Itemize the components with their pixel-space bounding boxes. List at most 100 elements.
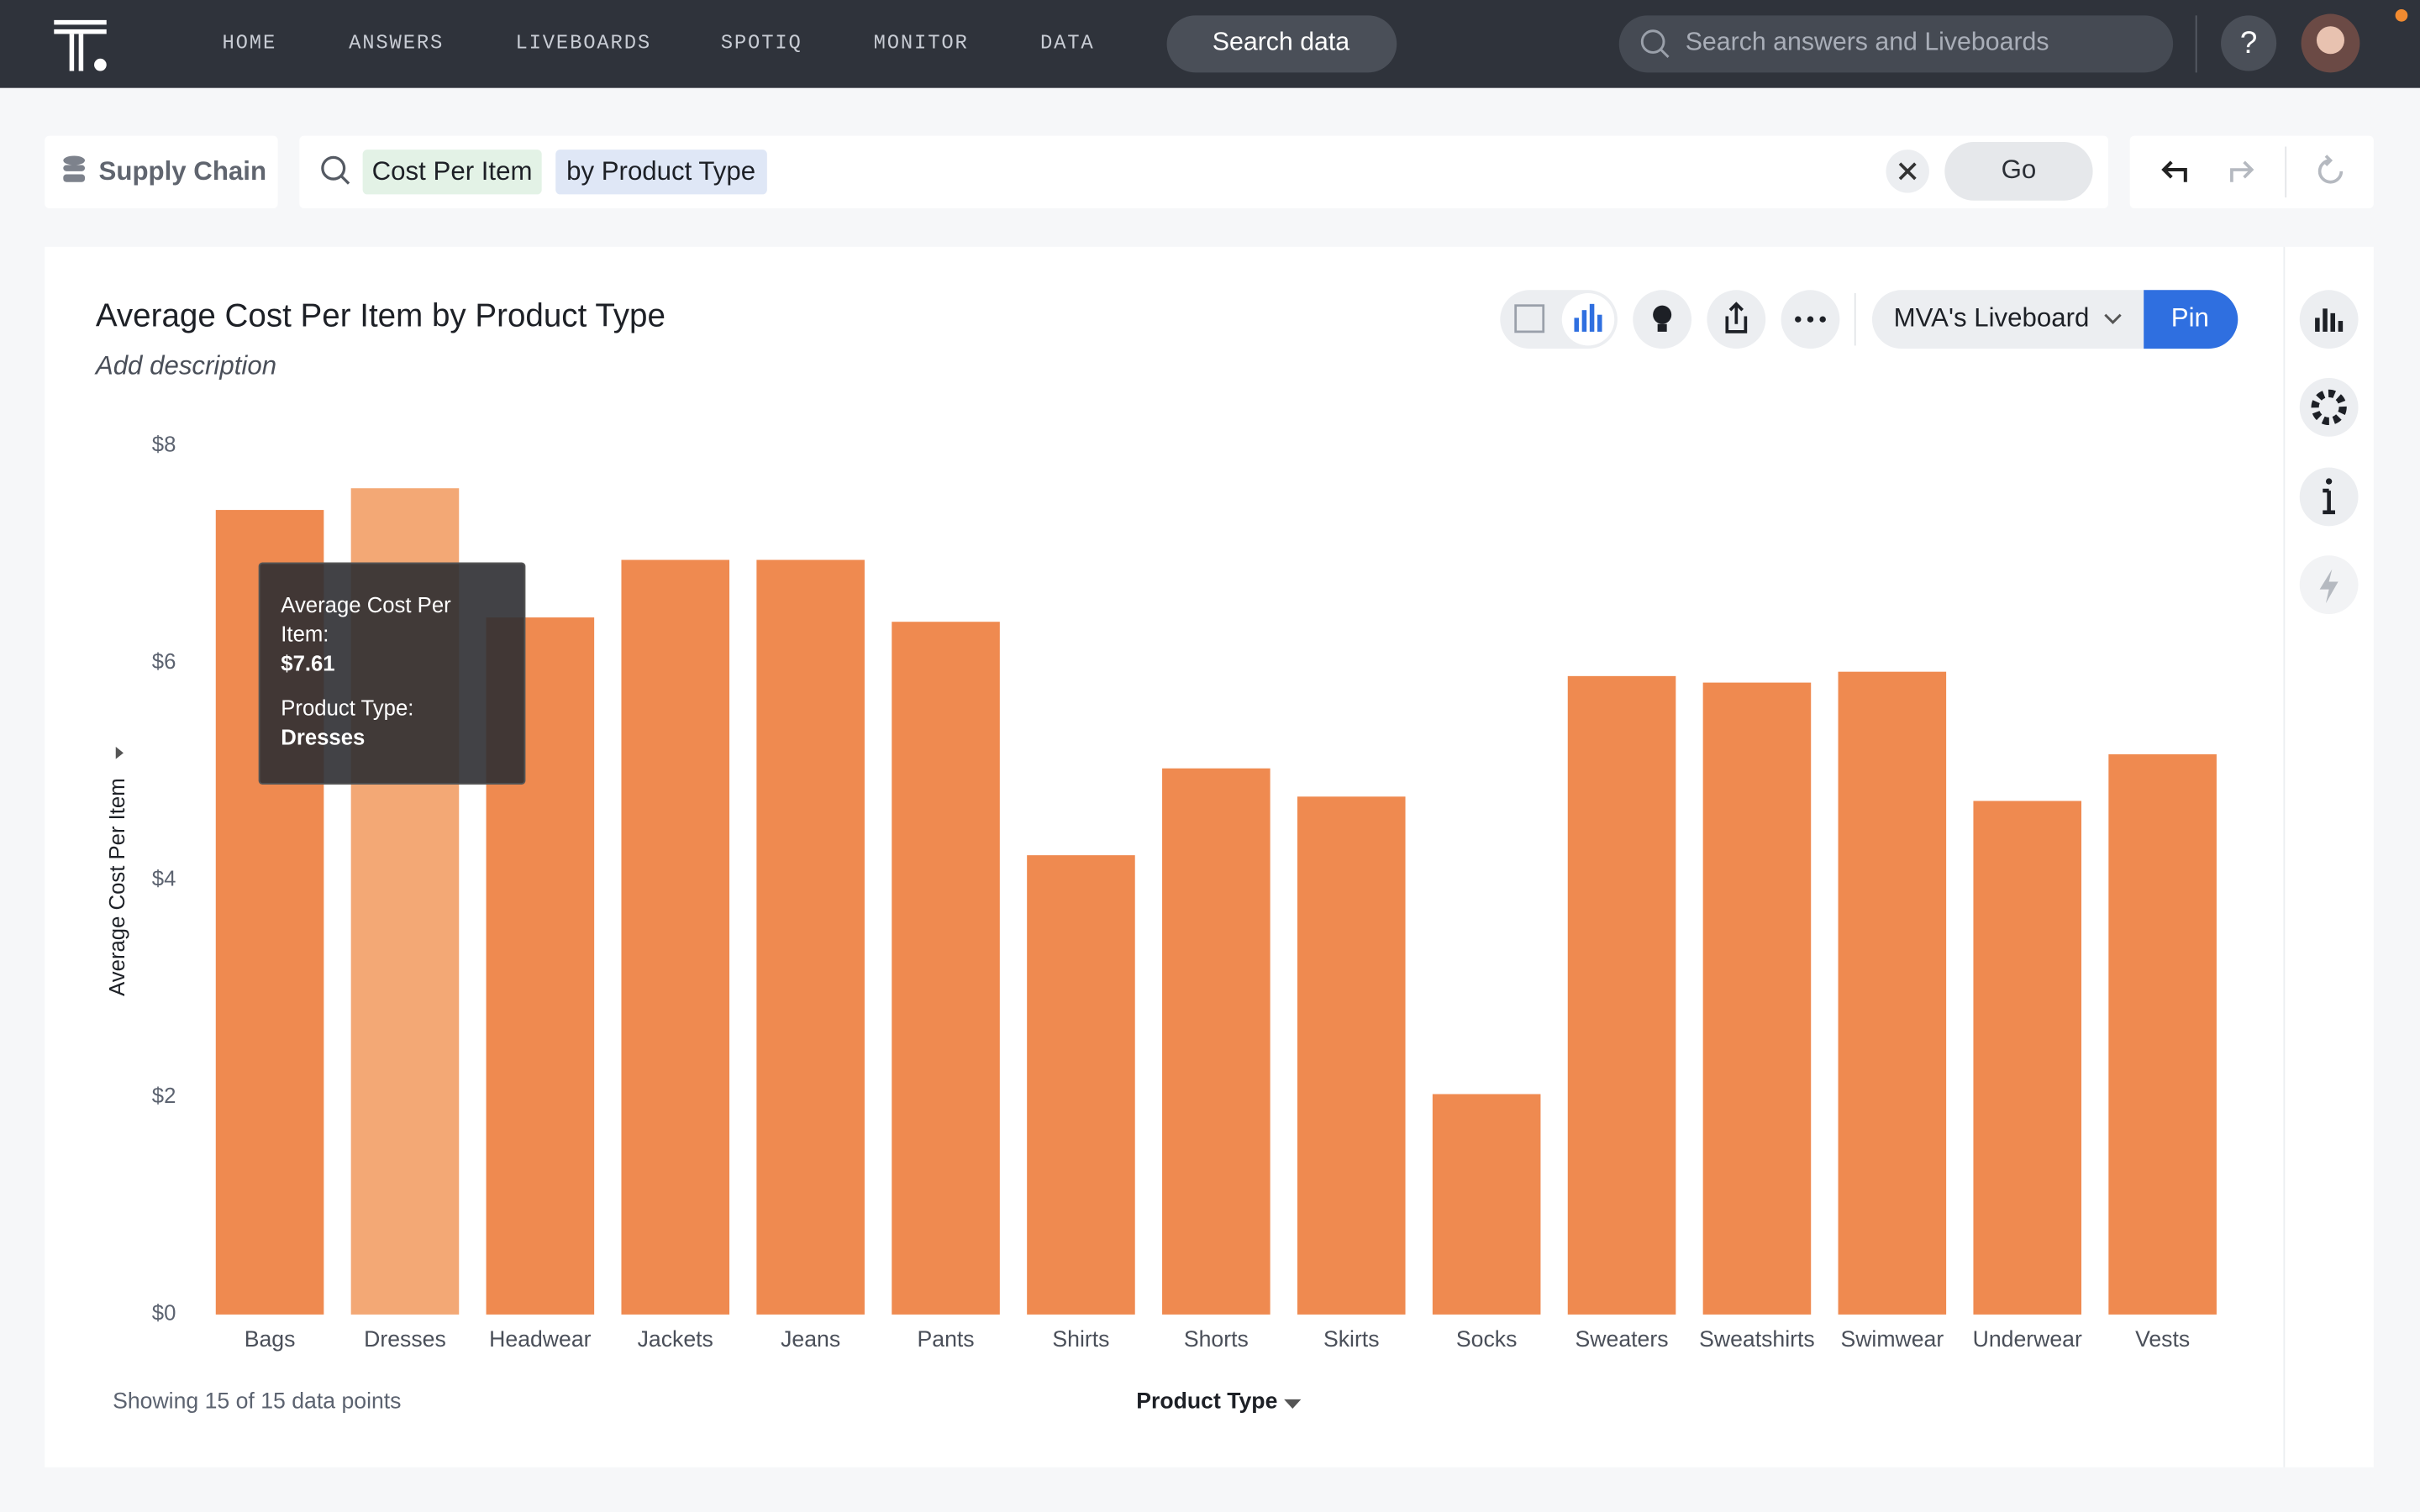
nav-item[interactable]: SPOTIQ [721,33,802,55]
share-icon [1725,302,1748,333]
y-tick-label: $2 [152,1084,176,1108]
x-tick-label: Socks [1456,1326,1518,1352]
tooltip-line: Item: [281,623,329,647]
y-tick-label: $0 [152,1302,176,1326]
table-icon [1514,304,1545,333]
bar [1297,796,1406,1315]
help-button[interactable] [2221,15,2277,71]
nav-item[interactable]: DATA [1040,33,1095,55]
tooltip-box [258,562,526,785]
bar [1027,855,1135,1315]
bar [1702,682,1812,1315]
clear-icon [1898,162,1917,181]
plot: $0 $2 $4 $6 $8 Bags Dresses Headwear Jackets Jean… [152,433,2217,1352]
reset-button[interactable] [2317,155,2344,184]
tooltip: Average Cost Per Item: $7.61 Product Type: D… [258,562,526,785]
info-icon [2325,478,2333,485]
search-data-label: Search data [1213,28,1350,55]
chart-settings-button[interactable] [2299,290,2359,349]
bar [1838,671,1947,1315]
x-tick-label: Swimwear [1840,1326,1944,1352]
search-icon [1660,48,1670,58]
x-tick-label: Headwear [489,1326,591,1352]
database-icon [63,155,86,182]
dropdown-icon [1284,1399,1302,1409]
search-icon [339,175,350,185]
pin-label: Pin [2171,302,2209,332]
nav-item[interactable]: MONITOR [874,33,969,55]
x-tick-label: Underwear [1973,1326,2082,1352]
x-tick-label: Pants [918,1326,975,1352]
data-point-count: Showing 15 of 15 data points [113,1389,401,1414]
x-tick-label: Shirts [1052,1326,1109,1352]
tooltip-category: Dresses [281,727,365,750]
info-icon [2323,488,2335,515]
measure-token[interactable] [362,150,542,195]
settings-button[interactable] [2299,378,2359,437]
search-data-button[interactable] [1166,15,1397,73]
y-axis-title: Average Cost Per Item [106,778,129,996]
history-controls [2129,135,2374,208]
notification-dot [2395,9,2408,22]
bulb-icon [1657,323,1667,332]
y-tick-label: $8 [152,433,176,457]
chart-icon [1574,303,1602,332]
search-icon [321,155,346,181]
measure-token-label: Cost Per Item [372,156,533,186]
pin-button[interactable] [2144,290,2238,349]
dropdown-icon [2104,313,2122,324]
go-button[interactable] [1944,141,2093,201]
bar [756,559,865,1315]
y-tick-label: $4 [152,868,176,891]
x-tick-label: Shorts [1184,1326,1249,1352]
tooltip-value: $7.61 [281,652,334,675]
logo [54,19,107,71]
undo-button[interactable] [2161,160,2187,182]
redo-button[interactable] [2230,160,2254,182]
attribute-token[interactable] [555,150,767,195]
go-label: Go [2002,155,2037,184]
attribute-token-label: by Product Type [566,156,755,186]
search-icon [1640,29,1665,54]
global-search[interactable] [1618,15,2174,73]
x-axis-title[interactable]: Product Type [1136,1389,1277,1414]
chart-title: Average Cost Per Item by Product Type [96,298,666,334]
x-tick-label: Vests [2135,1326,2190,1352]
bulb-icon [1653,305,1672,324]
nav-item[interactable]: ANSWERS [349,33,444,55]
nav-item[interactable]: HOME [222,33,276,55]
x-tick-label: Sweaters [1576,1326,1669,1352]
tooltip-measure: Average Cost Per Item: [281,594,451,647]
tooltip-line: Average Cost Per [281,594,451,617]
bar [1432,1094,1541,1315]
chart-icon [2315,308,2344,332]
bar [892,622,1000,1315]
avatar-face [2316,26,2344,55]
axis-arrow [115,746,124,759]
bar [621,559,730,1315]
gear-icon [2311,389,2347,426]
help-label: ? [2240,25,2257,60]
x-tick-label: Bags [245,1326,296,1352]
chart-view-button[interactable] [1561,292,1615,346]
tooltip-category-label: Product Type: [281,697,413,721]
global-search-placeholder: Search answers and Liveboards [1686,28,2049,55]
x-tick-label: Skirts [1323,1326,1380,1352]
source-selector[interactable] [45,135,278,208]
y-tick-label: $6 [152,650,176,674]
bar [1973,801,2082,1315]
bar [1162,768,1270,1315]
x-tick-label: Jeans [781,1326,840,1352]
nav-item[interactable]: LIVEBOARDS [515,33,651,55]
more-icon [1795,316,1826,323]
description[interactable]: Add description [94,350,276,380]
x-tick-label: Sweatshirts [1699,1326,1815,1352]
x-tick-label: Dresses [364,1326,446,1352]
bar [1567,675,1676,1315]
source-label: Supply Chain [99,156,266,186]
liveboard-label: MVA's Liveboard [1894,302,2090,332]
bolt-icon [2319,569,2338,604]
x-tick-label: Jackets [638,1326,713,1352]
